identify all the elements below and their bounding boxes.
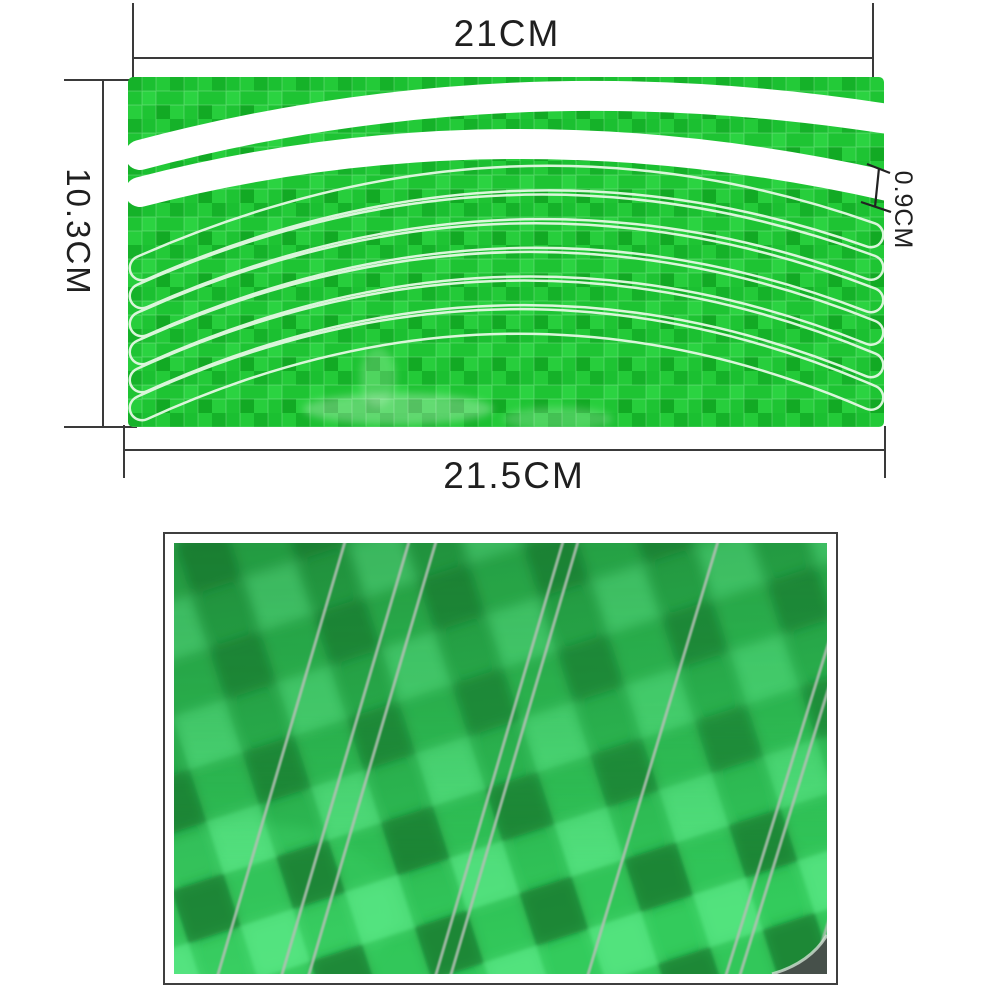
outlined-strip [128, 279, 884, 394]
bottom-dimension-tick-right [884, 426, 886, 478]
left-dimension-tick-top [64, 79, 137, 81]
reflective-sticker-sheet-photo [128, 77, 884, 427]
strip-width-label: 0.9CM [889, 170, 917, 250]
top-dimension-line [133, 57, 873, 59]
cut-line [280, 543, 411, 974]
white-strip [128, 129, 884, 207]
glare-highlights [303, 347, 613, 427]
cut-line [449, 543, 580, 974]
left-dimension-line [102, 80, 104, 428]
top-width-label: 21CM [453, 13, 561, 54]
left-dimension-tick-bottom [64, 426, 137, 428]
cut-line [738, 688, 827, 974]
white-strip-group [128, 80, 884, 207]
outlined-strip [128, 222, 884, 338]
top-dimension-tick-left [132, 3, 134, 147]
outlined-strip [128, 308, 884, 422]
outlined-strip [128, 164, 884, 282]
bottom-dimension-tick-left [123, 425, 125, 478]
white-strip [128, 80, 884, 170]
outlined-strip [128, 250, 884, 366]
cut-line-group [216, 543, 827, 974]
sheet-corner-edge [772, 935, 827, 974]
outlined-strip-group [128, 164, 884, 422]
outlined-strip [128, 193, 884, 310]
detail-photo-frame [163, 532, 838, 985]
cut-line [586, 543, 720, 974]
material-closeup-photo [174, 543, 827, 974]
cut-line [434, 543, 565, 974]
strip-width-bracket [860, 162, 892, 214]
cut-line [724, 642, 827, 974]
sheet-corner-highlight [771, 934, 827, 974]
cut-line [216, 543, 347, 974]
cut-line [307, 543, 438, 974]
side-height-label: 10.3CM [60, 168, 97, 296]
bottom-dimension-line [124, 449, 885, 451]
bottom-width-label: 21.5CM [443, 455, 585, 496]
top-dimension-tick-right [872, 3, 874, 147]
